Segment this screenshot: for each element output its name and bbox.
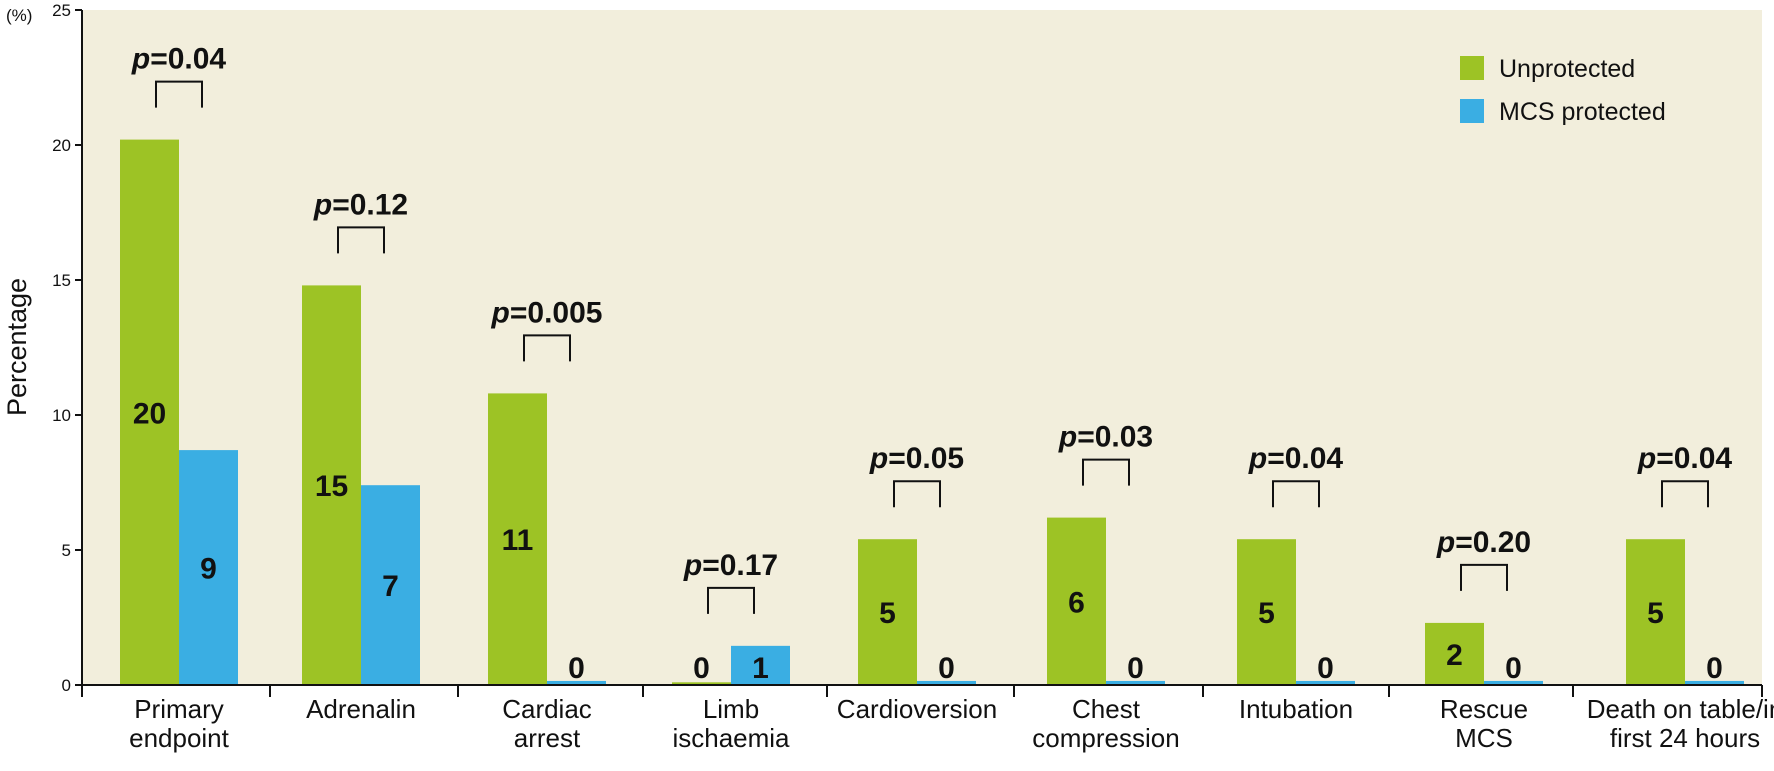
pvalue-label: p=0.03 (1058, 421, 1153, 454)
data-label: 0 (568, 652, 585, 685)
pvalue-bracket (1082, 458, 1130, 486)
pvalue-label: p=0.04 (131, 43, 227, 76)
x-category-label: Limb (703, 694, 759, 724)
bar-mcs-protected (547, 680, 606, 685)
data-label: 5 (1258, 597, 1275, 630)
x-category-label: Chest (1072, 694, 1141, 724)
legend-label-unprotected: Unprotected (1499, 55, 1635, 83)
pvalue-brackets-layer: p=0.04 p=0.12 p=0.005 p=0.17 p=0.05 p=0.03 p=0… (131, 43, 1733, 614)
x-category-label: arrest (514, 723, 581, 753)
x-category-label: Cardioversion (837, 694, 997, 724)
pvalue-bracket (155, 80, 203, 108)
pvalue-bracket (1272, 480, 1320, 508)
data-label: 0 (1317, 652, 1334, 685)
x-category-label: MCS (1455, 723, 1513, 753)
data-label: 0 (1706, 652, 1723, 685)
legend-swatch-mcs-protected (1460, 99, 1484, 123)
bar-mcs-protected (361, 485, 420, 685)
pvalue-bracket (523, 334, 571, 362)
y-axis-label: Percentage (2, 278, 32, 416)
x-category-label: endpoint (129, 723, 230, 753)
axes-layer (81, 10, 1762, 686)
data-label: 2 (1446, 639, 1463, 672)
bars-layer (120, 139, 1744, 686)
bar-unprotected (488, 393, 547, 685)
y-tick-label: 20 (52, 136, 71, 155)
y-tick-label: 5 (62, 541, 71, 560)
x-ticks-layer (81, 685, 1763, 697)
x-category-label: Cardiac (502, 694, 592, 724)
pvalue-bracket (893, 480, 941, 508)
x-category-label: Rescue (1440, 694, 1528, 724)
data-label: 5 (879, 597, 896, 630)
bar-unprotected (1425, 622, 1484, 685)
bar-mcs-protected (917, 680, 976, 685)
bar-unprotected (302, 285, 361, 685)
bar-mcs-protected (731, 645, 790, 685)
data-label: 5 (1647, 597, 1664, 630)
x-category-label: first 24 hours (1610, 723, 1760, 753)
y-tick-label: 10 (52, 406, 71, 425)
data-label: 0 (938, 652, 955, 685)
bar-mcs-protected (179, 450, 238, 685)
x-category-label: compression (1032, 723, 1179, 753)
bar-unprotected (1626, 539, 1685, 685)
pvalue-label: p=0.005 (491, 296, 603, 329)
data-label: 0 (1505, 652, 1522, 685)
bar-unprotected (672, 682, 731, 685)
x-category-label: ischaemia (672, 723, 790, 753)
data-label: 20 (133, 397, 166, 430)
pvalue-bracket (1661, 480, 1709, 508)
y-unit-label: (%) (6, 6, 32, 25)
y-tick-label: 25 (52, 1, 71, 20)
pvalue-bracket (1460, 563, 1508, 591)
data-label: 15 (315, 470, 348, 503)
data-label: 0 (1127, 652, 1144, 685)
pvalue-label: p=0.20 (1436, 526, 1531, 559)
pvalue-label: p=0.04 (1637, 442, 1733, 475)
data-label: 7 (382, 570, 399, 603)
pvalue-label: p=0.17 (683, 549, 778, 582)
y-ticks-layer: 0 5 10 15 20 25 (52, 1, 82, 695)
bar-mcs-protected (1685, 680, 1744, 685)
legend: Unprotected MCS protected (1460, 55, 1666, 126)
bar-mcs-protected (1106, 680, 1165, 685)
pvalue-bracket (337, 226, 385, 254)
data-label: 0 (693, 652, 710, 685)
x-category-label: Death on table/in (1587, 694, 1774, 724)
data-label: 11 (502, 524, 534, 557)
bar-unprotected (858, 539, 917, 685)
pvalue-bracket (707, 586, 755, 614)
y-tick-label: 0 (62, 676, 71, 695)
bar-unprotected (120, 139, 179, 686)
legend-label-mcs-protected: MCS protected (1499, 98, 1666, 126)
pvalue-label: p=0.04 (1248, 442, 1344, 475)
legend-swatch-unprotected (1460, 56, 1484, 80)
x-category-label: Intubation (1239, 694, 1353, 724)
category-labels-layer: 209Primaryendpoint157Adrenalin110Cardiac… (129, 397, 1774, 753)
x-category-label: Primary (134, 694, 224, 724)
bar-mcs-protected (1296, 680, 1355, 685)
bar-unprotected (1047, 517, 1106, 685)
data-label: 6 (1068, 586, 1085, 619)
bar-mcs-protected (1484, 680, 1543, 685)
y-tick-label: 15 (52, 271, 71, 290)
pvalue-label: p=0.05 (869, 442, 964, 475)
bar-unprotected (1237, 539, 1296, 685)
data-label: 9 (200, 553, 217, 586)
x-category-label: Adrenalin (306, 694, 416, 724)
pvalue-label: p=0.12 (313, 188, 408, 221)
data-label: 1 (752, 652, 769, 685)
